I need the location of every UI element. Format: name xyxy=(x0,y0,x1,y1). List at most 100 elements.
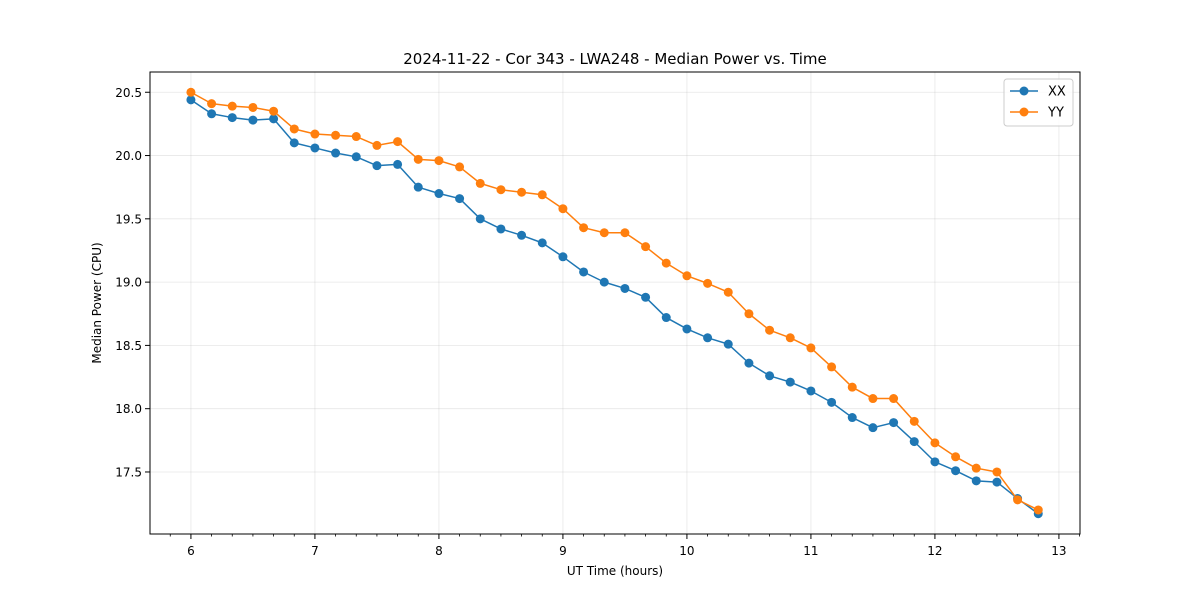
data-point-yy xyxy=(992,467,1002,477)
data-point-xx xyxy=(207,109,217,119)
y-tick-label: 18.5 xyxy=(115,339,142,353)
data-point-xx xyxy=(930,457,940,467)
data-point-yy xyxy=(723,287,733,297)
data-point-yy xyxy=(1033,505,1043,515)
data-point-yy xyxy=(186,87,196,97)
data-point-yy xyxy=(434,156,444,166)
data-point-xx xyxy=(641,292,651,302)
data-point-xx xyxy=(186,95,196,105)
data-point-yy xyxy=(744,309,754,319)
data-point-xx xyxy=(537,238,547,248)
data-point-xx xyxy=(847,413,857,423)
data-point-xx xyxy=(806,386,816,396)
data-point-yy xyxy=(785,333,795,343)
data-point-xx xyxy=(248,115,258,125)
data-point-yy xyxy=(661,258,671,268)
data-point-yy xyxy=(951,452,961,462)
data-point-yy xyxy=(496,185,506,195)
y-tick-label: 20.0 xyxy=(115,149,142,163)
data-point-xx xyxy=(475,214,485,224)
x-tick-label: 9 xyxy=(559,544,567,558)
data-point-yy xyxy=(475,178,485,188)
data-point-xx xyxy=(682,324,692,334)
y-axis-ticks: 17.5 18.0 18.5 19.0 19.5 20.0 20.5 xyxy=(115,86,150,479)
data-point-xx xyxy=(413,182,423,192)
data-point-yy xyxy=(971,463,981,473)
grid-lines xyxy=(150,72,1080,534)
y-tick-label: 19.0 xyxy=(115,276,142,290)
data-point-xx xyxy=(868,423,878,433)
data-point-yy xyxy=(682,271,692,281)
x-tick-label: 7 xyxy=(311,544,319,558)
data-point-xx xyxy=(827,397,837,407)
data-point-yy xyxy=(227,101,237,111)
data-point-yy xyxy=(517,187,527,197)
x-tick-label: 13 xyxy=(1051,544,1066,558)
y-tick-label: 19.5 xyxy=(115,212,142,226)
data-point-yy xyxy=(413,154,423,164)
x-axis-label: UT Time (hours) xyxy=(567,564,663,578)
data-point-xx xyxy=(951,466,961,476)
y-tick-label: 18.0 xyxy=(115,402,142,416)
data-point-yy xyxy=(310,129,320,139)
series-layer xyxy=(186,87,1043,519)
legend-label-yy: YY xyxy=(1047,106,1064,121)
data-point-xx xyxy=(744,358,754,368)
data-point-yy xyxy=(806,343,816,353)
data-point-yy xyxy=(703,278,713,288)
data-point-xx xyxy=(599,277,609,287)
data-point-yy xyxy=(331,130,341,140)
data-point-xx xyxy=(434,189,444,199)
x-tick-label: 12 xyxy=(927,544,942,558)
data-point-yy xyxy=(827,362,837,372)
y-tick-label: 17.5 xyxy=(115,465,142,479)
x-tick-label: 10 xyxy=(679,544,694,558)
data-point-yy xyxy=(930,438,940,448)
data-point-yy xyxy=(207,99,217,109)
x-tick-label: 11 xyxy=(803,544,818,558)
data-point-yy xyxy=(248,102,258,112)
data-point-xx xyxy=(909,437,919,447)
data-point-xx xyxy=(723,339,733,349)
data-point-yy xyxy=(620,228,630,238)
data-point-yy xyxy=(455,162,465,172)
data-point-xx xyxy=(393,159,403,169)
data-point-yy xyxy=(269,106,279,116)
data-point-yy xyxy=(289,124,299,134)
data-point-xx xyxy=(372,161,382,171)
legend-label-xx: XX xyxy=(1048,85,1066,100)
data-point-xx xyxy=(558,252,568,262)
data-point-yy xyxy=(579,223,589,233)
legend: XX YY xyxy=(1003,78,1074,127)
chart-title: 2024-11-22 - Cor 343 - LWA248 - Median P… xyxy=(403,50,827,68)
data-point-xx xyxy=(455,194,465,204)
data-point-yy xyxy=(909,416,919,426)
data-point-yy xyxy=(537,190,547,200)
data-point-yy xyxy=(351,132,361,142)
x-axis-ticks: 6 7 8 9 10 11 12 13 xyxy=(169,534,1080,558)
data-point-xx xyxy=(765,371,775,381)
data-point-yy xyxy=(765,325,775,335)
data-point-yy xyxy=(372,140,382,150)
data-point-xx xyxy=(785,377,795,387)
data-point-xx xyxy=(703,333,713,343)
data-point-xx xyxy=(289,138,299,148)
data-point-yy xyxy=(599,228,609,238)
x-tick-label: 6 xyxy=(187,544,195,558)
data-point-xx xyxy=(496,224,506,234)
data-point-xx xyxy=(269,114,279,124)
data-point-xx xyxy=(579,267,589,277)
data-point-yy xyxy=(1013,495,1023,505)
data-point-xx xyxy=(227,113,237,123)
data-point-xx xyxy=(661,313,671,323)
data-point-yy xyxy=(558,204,568,214)
y-axis-label: Median Power (CPU) xyxy=(90,242,104,363)
data-point-yy xyxy=(847,382,857,392)
data-point-xx xyxy=(620,283,630,293)
data-point-yy xyxy=(393,137,403,147)
data-point-xx xyxy=(310,143,320,153)
data-point-xx xyxy=(889,418,899,428)
data-point-xx xyxy=(351,152,361,162)
